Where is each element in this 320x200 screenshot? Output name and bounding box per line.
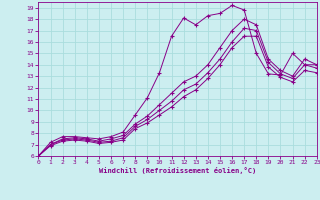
- X-axis label: Windchill (Refroidissement éolien,°C): Windchill (Refroidissement éolien,°C): [99, 167, 256, 174]
